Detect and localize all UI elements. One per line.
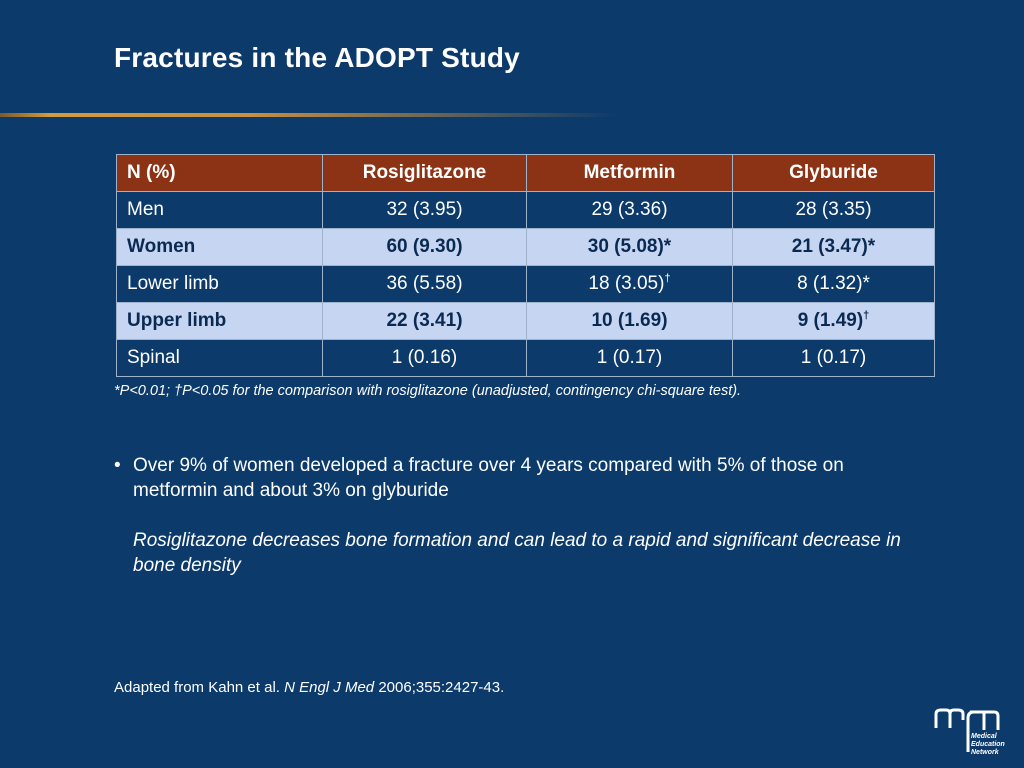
bullet-note: Rosiglitazone decreases bone formation a… [133, 530, 901, 576]
table-row: Spinal 1 (0.16) 1 (0.17) 1 (0.17) [116, 339, 935, 377]
mcn-logo-icon: Medical Education Network [934, 708, 1005, 756]
cell-rosiglitazone: 32 (3.95) [322, 191, 527, 229]
fractures-table: N (%) Rosiglitazone Metformin Glyburide … [116, 154, 935, 377]
row-label: Upper limb [116, 302, 323, 340]
citation-journal: N Engl J Med [284, 679, 375, 696]
cell-metformin: 29 (3.36) [526, 191, 733, 229]
cell-metformin: 30 (5.08)* [526, 228, 733, 266]
cell-glyburide: 28 (3.35) [732, 191, 935, 229]
bullet-list: • Over 9% of women developed a fracture … [114, 453, 914, 578]
cell-rosiglitazone: 1 (0.16) [322, 339, 527, 377]
logo-line-3: Network [971, 749, 1000, 756]
citation-prefix: Adapted from Kahn et al. [114, 679, 285, 696]
table-row: Lower limb 36 (5.58) 18 (3.05)† 8 (1.32)… [116, 265, 935, 303]
citation-suffix: 2006;355:2427-43. [374, 679, 505, 696]
table-row: Women 60 (9.30) 30 (5.08)* 21 (3.47)* [116, 228, 935, 266]
row-label: Women [116, 228, 323, 266]
header-n-percent: N (%) [116, 154, 323, 192]
cell-glyburide: 9 (1.49)† [732, 302, 935, 340]
table-row: Upper limb 22 (3.41) 10 (1.69) 9 (1.49)† [116, 302, 935, 340]
title-divider [0, 113, 620, 117]
cell-rosiglitazone: 36 (5.58) [322, 265, 527, 303]
cell-glyburide: 21 (3.47)* [732, 228, 935, 266]
cell-rosiglitazone: 22 (3.41) [322, 302, 527, 340]
table-header-row: N (%) Rosiglitazone Metformin Glyburide [116, 154, 935, 192]
cell-metformin: 1 (0.17) [526, 339, 733, 377]
cell-glyburide: 8 (1.32)* [732, 265, 935, 303]
header-metformin: Metformin [526, 154, 733, 192]
cell-rosiglitazone: 60 (9.30) [322, 228, 527, 266]
header-rosiglitazone: Rosiglitazone [322, 154, 527, 192]
row-label: Spinal [116, 339, 323, 377]
cell-metformin: 10 (1.69) [526, 302, 733, 340]
bullet-item: • Over 9% of women developed a fracture … [114, 453, 914, 503]
slide-title: Fractures in the ADOPT Study [114, 42, 520, 73]
source-citation: Adapted from Kahn et al. N Engl J Med 20… [114, 679, 504, 696]
table-row: Men 32 (3.95) 29 (3.36) 28 (3.35) [116, 191, 935, 229]
bullet-text: Over 9% of women developed a fracture ov… [133, 455, 844, 501]
cell-metformin: 18 (3.05)† [526, 265, 733, 303]
row-label: Lower limb [116, 265, 323, 303]
logo-line-1: Medical [971, 733, 998, 740]
logo-line-2: Education [971, 741, 1005, 748]
bullet-marker: • [114, 455, 121, 476]
table-footnote: *P<0.01; †P<0.05 for the comparison with… [114, 383, 742, 399]
header-glyburide: Glyburide [732, 154, 935, 192]
cell-glyburide: 1 (0.17) [732, 339, 935, 377]
row-label: Men [116, 191, 323, 229]
